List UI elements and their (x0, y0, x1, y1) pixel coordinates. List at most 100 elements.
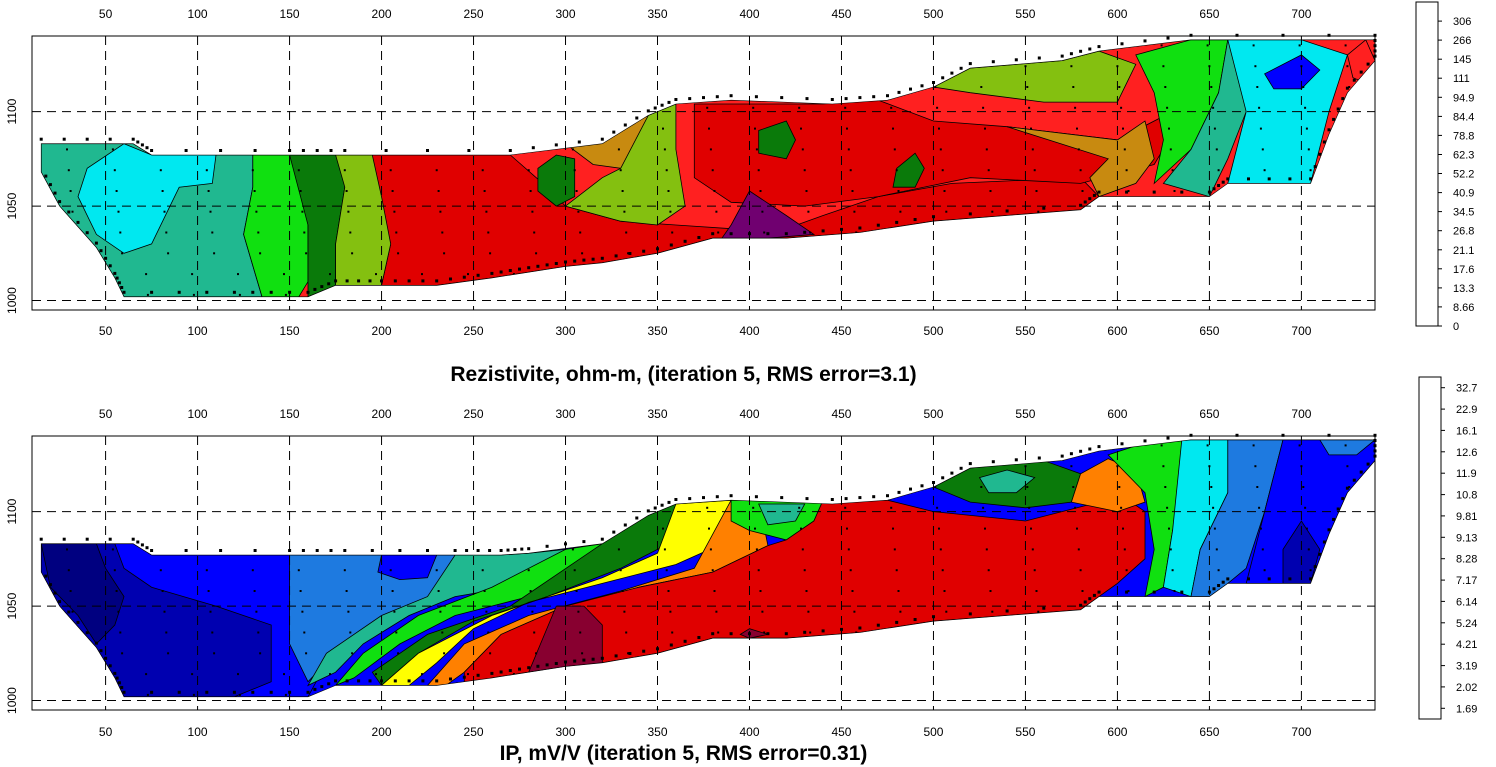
datum-point (673, 252, 676, 255)
datum-point (424, 44, 427, 47)
x-tick-label-top: 50 (99, 407, 113, 421)
datum-point (702, 496, 705, 500)
datum-point (468, 293, 471, 296)
datum-point (219, 549, 223, 552)
datum-point (884, 44, 887, 47)
datum-point (982, 106, 985, 109)
datum-point (715, 95, 719, 99)
datum-point (1317, 252, 1319, 255)
datum-point (930, 444, 933, 447)
panel-2: 50 50 100 100 150 150 200 200 250 250 300 300 350 350… (5, 376, 1477, 765)
datum-point (858, 496, 862, 500)
datum-point (704, 486, 707, 488)
datum-point (619, 569, 622, 572)
datum-point (667, 590, 670, 592)
datum-point (698, 693, 701, 696)
datum-point (1305, 527, 1308, 530)
datum-point (987, 169, 990, 172)
datum-point (591, 257, 595, 261)
datum-point (66, 548, 68, 551)
datum-point (1215, 148, 1218, 151)
datum-point (1315, 631, 1318, 634)
datum-point (754, 95, 758, 99)
datum-point (485, 610, 488, 613)
x-tick-label-bottom: 650 (1199, 324, 1219, 338)
contour-region (758, 503, 806, 526)
datum-point (152, 486, 155, 488)
datum-point (579, 231, 582, 234)
datum-point (1256, 486, 1259, 488)
datum-point (1064, 273, 1067, 276)
datum-point (790, 693, 793, 696)
datum-point (671, 231, 674, 234)
colorbar-label: 26.8 (1453, 226, 1474, 238)
datum-point (44, 174, 48, 178)
datum-point (110, 527, 113, 530)
datum-point (1097, 190, 1101, 194)
datum-point (895, 620, 899, 624)
datum-point (711, 232, 715, 236)
datum-point (1307, 148, 1310, 151)
x-tick-label-bottom: 250 (464, 725, 484, 739)
datum-point (554, 262, 558, 265)
datum-point (708, 127, 710, 130)
datum-point (943, 590, 946, 592)
datum-point (715, 495, 719, 499)
datum-point (357, 279, 361, 283)
y-tick-label: 1050 (5, 192, 19, 219)
datum-point (1281, 433, 1285, 437)
colorbar: 0 8.66 13.3 17.6 21.1 26.8 34.5 40.9 52.2 62.3 78.… (1415, 1, 1474, 333)
datum-point (1180, 190, 1184, 194)
datum-point (1083, 600, 1087, 604)
datum-point (301, 149, 305, 152)
datum-point (1131, 631, 1134, 634)
datum-point (1169, 148, 1172, 151)
datum-point (936, 506, 939, 509)
datum-point (53, 673, 56, 676)
datum-point (1189, 433, 1193, 437)
datum-point (1083, 210, 1086, 213)
datum-point (1069, 452, 1073, 456)
datum-point (398, 549, 402, 552)
datum-point (1156, 273, 1159, 276)
datum-point (122, 290, 126, 294)
datum-point (1350, 106, 1353, 109)
datum-point (499, 549, 503, 552)
datum-point (1175, 210, 1178, 213)
colorbar-label: 1.69 (1456, 703, 1477, 715)
datum-point (660, 506, 663, 509)
datum-point (577, 140, 581, 144)
datum-point (617, 148, 620, 151)
datum-point (60, 486, 63, 488)
datum-point (1079, 449, 1083, 453)
datum-point (667, 500, 671, 504)
datum-point (669, 243, 673, 247)
datum-point (1122, 527, 1124, 530)
datum-point (652, 293, 655, 296)
datum-point (755, 148, 758, 151)
datum-point (251, 690, 255, 694)
datum-point (1112, 693, 1115, 696)
datum-point (384, 106, 387, 109)
datum-point (432, 127, 435, 130)
datum-point (303, 231, 306, 234)
colorbar-label: 13.3 (1453, 283, 1474, 295)
datum-point (108, 537, 112, 541)
contour-fill (41, 439, 1376, 697)
datum-point (579, 631, 582, 634)
datum-point (674, 98, 678, 101)
datum-point (393, 210, 396, 213)
datum-point (121, 252, 124, 255)
datum-point (612, 530, 616, 534)
datum-point (805, 190, 808, 192)
datum-point (612, 486, 615, 488)
datum-point (646, 109, 650, 113)
datum-point (853, 610, 856, 613)
datum-point (1267, 610, 1270, 613)
datum-point (211, 231, 214, 234)
datum-point (522, 106, 525, 109)
datum-point (614, 254, 618, 258)
datum-point (345, 190, 348, 192)
datum-point (1189, 33, 1193, 37)
